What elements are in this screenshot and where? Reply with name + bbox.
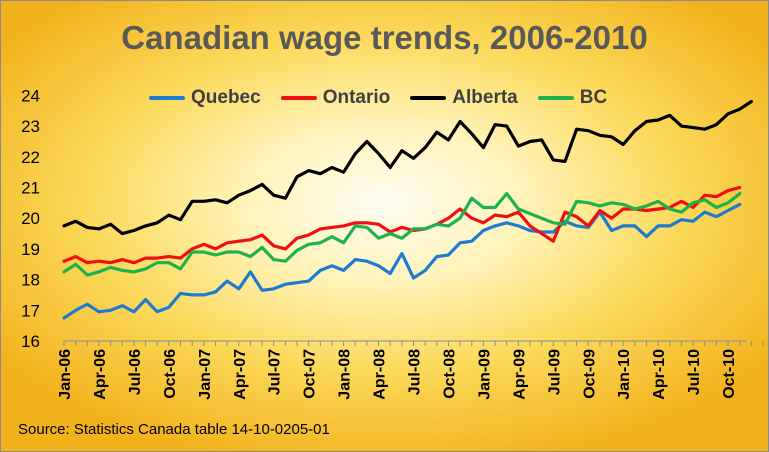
x-tick-label: Oct-07 [302, 349, 319, 399]
y-tick-label: 22 [21, 148, 40, 167]
x-tick-label: Apr-07 [232, 349, 249, 400]
legend-swatch [280, 96, 317, 100]
x-tick-label: Jul-10 [686, 349, 703, 395]
y-tick-label: 18 [21, 271, 40, 290]
series-line-alberta [62, 99, 754, 236]
x-tick-label: Jul-09 [546, 349, 563, 395]
x-tick-label: Jan-09 [476, 349, 493, 400]
y-tick-label: 20 [21, 209, 40, 228]
chart-legend: Quebec Ontario Alberta BC [149, 87, 607, 109]
x-tick-label: Apr-10 [651, 349, 668, 400]
legend-item-alberta: Alberta [410, 87, 518, 109]
x-tick-label: Oct-09 [581, 349, 598, 399]
legend-swatch [149, 96, 185, 100]
y-tick-label: 17 [21, 301, 40, 320]
legend-item-quebec: Quebec [149, 87, 261, 109]
y-tick-label: 21 [21, 179, 40, 198]
x-tick-label: Jan-07 [197, 349, 214, 400]
x-tick-label: Jan-10 [616, 349, 633, 400]
x-tick-label: Apr-06 [92, 349, 109, 400]
legend-swatch [537, 96, 574, 100]
x-tick-label: Jul-07 [267, 349, 284, 395]
legend-label: Alberta [452, 87, 518, 108]
y-tick-label: 19 [21, 240, 40, 259]
x-tick-label: Jan-06 [57, 349, 74, 400]
x-tick-label: Apr-08 [372, 349, 389, 400]
x-tick-label: Jul-08 [407, 349, 424, 395]
source-note: Source: Statistics Canada table 14-10-02… [18, 421, 330, 438]
legend-item-bc: BC [537, 87, 608, 109]
series-line-quebec [62, 202, 742, 320]
y-tick-label: 16 [21, 332, 40, 351]
chart-title: Canadian wage trends, 2006-2010 [121, 19, 648, 56]
y-tick-label: 23 [21, 117, 40, 136]
x-tick-label: Oct-08 [441, 349, 458, 399]
x-tick-label: Apr-09 [511, 349, 528, 400]
legend-label: Ontario [322, 87, 391, 108]
legend-swatch [410, 96, 447, 100]
legend-label: Quebec [191, 87, 261, 108]
series-line-ontario [62, 185, 742, 265]
x-tick-label: Oct-10 [721, 349, 738, 399]
series-line-bc [62, 192, 742, 277]
x-tick-label: Oct-06 [162, 349, 179, 399]
x-tick-label: Jan-08 [337, 349, 354, 400]
y-tick-label: 24 [21, 86, 40, 105]
legend-item-ontario: Ontario [280, 87, 391, 109]
x-tick-label: Jul-06 [127, 349, 144, 395]
legend-label: BC [579, 87, 608, 108]
